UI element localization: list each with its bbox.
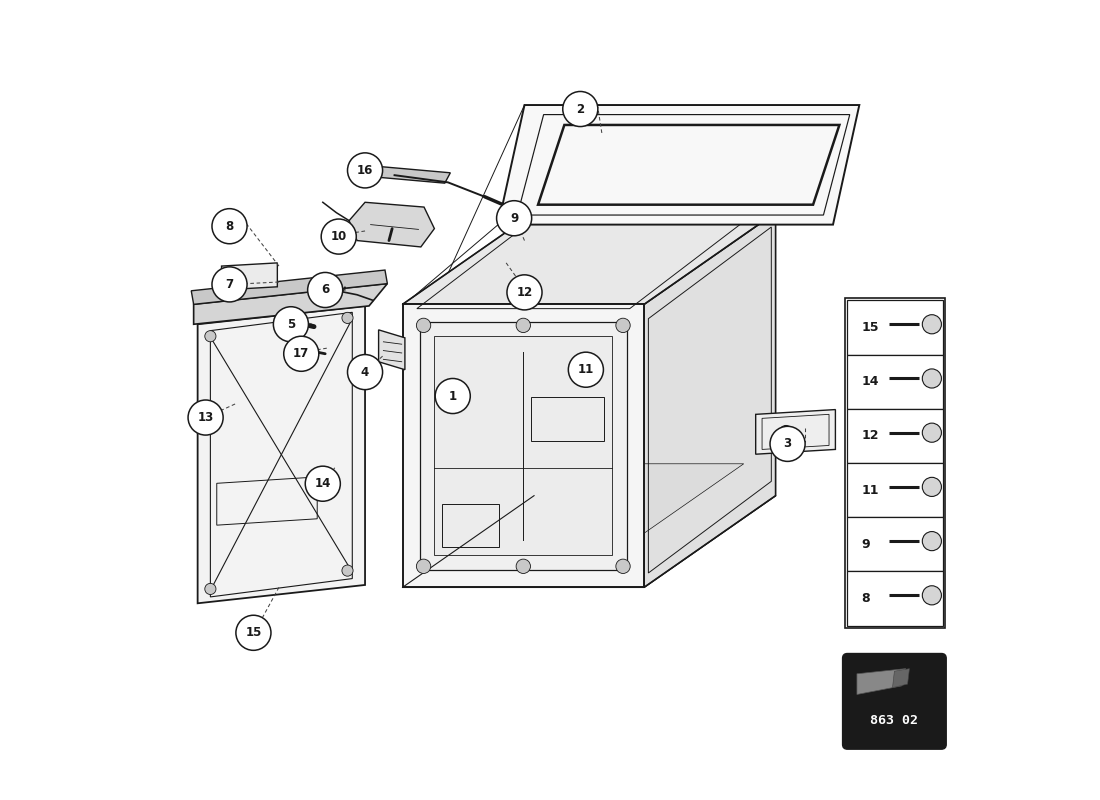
Circle shape <box>417 318 431 333</box>
Circle shape <box>922 423 942 442</box>
Text: 4: 4 <box>361 366 370 378</box>
Circle shape <box>507 275 542 310</box>
Text: 16: 16 <box>356 164 373 177</box>
Polygon shape <box>847 463 943 517</box>
Polygon shape <box>498 105 859 225</box>
Text: a passion for Alfa since 1985: a passion for Alfa since 1985 <box>481 442 715 534</box>
Polygon shape <box>434 464 744 555</box>
Circle shape <box>342 565 353 576</box>
Text: 15: 15 <box>861 321 879 334</box>
Text: 14: 14 <box>861 375 879 388</box>
Text: 5: 5 <box>287 318 295 330</box>
Text: 9: 9 <box>510 212 518 225</box>
Circle shape <box>299 342 314 356</box>
Text: 17: 17 <box>293 347 309 360</box>
Polygon shape <box>847 571 943 626</box>
Text: 8: 8 <box>226 220 233 233</box>
Circle shape <box>496 201 531 236</box>
Circle shape <box>212 267 248 302</box>
Polygon shape <box>420 322 627 570</box>
Polygon shape <box>194 284 387 324</box>
Circle shape <box>188 400 223 435</box>
Polygon shape <box>857 669 905 694</box>
Circle shape <box>321 219 356 254</box>
Text: 13: 13 <box>198 411 213 424</box>
Circle shape <box>516 559 530 574</box>
Circle shape <box>922 369 942 388</box>
Circle shape <box>274 306 308 342</box>
Text: 11: 11 <box>861 483 879 497</box>
Polygon shape <box>403 213 776 304</box>
Circle shape <box>348 354 383 390</box>
Polygon shape <box>354 165 450 183</box>
Polygon shape <box>847 300 943 354</box>
Text: 3: 3 <box>783 438 792 450</box>
Text: 11: 11 <box>578 363 594 376</box>
Text: 7: 7 <box>226 278 233 291</box>
Polygon shape <box>191 270 387 304</box>
Circle shape <box>516 318 530 333</box>
Circle shape <box>616 318 630 333</box>
Circle shape <box>348 153 383 188</box>
Polygon shape <box>378 330 405 370</box>
Polygon shape <box>434 336 613 555</box>
Polygon shape <box>892 669 910 687</box>
Circle shape <box>922 531 942 550</box>
Circle shape <box>417 559 431 574</box>
Text: 9: 9 <box>861 538 870 550</box>
Circle shape <box>922 478 942 497</box>
Text: 6: 6 <box>321 283 329 297</box>
Circle shape <box>922 586 942 605</box>
Text: 10: 10 <box>331 230 346 243</box>
Circle shape <box>284 336 319 371</box>
FancyBboxPatch shape <box>843 654 946 749</box>
Text: euroaàres: euroaàres <box>503 341 757 459</box>
Circle shape <box>212 209 248 244</box>
Text: 12: 12 <box>516 286 532 299</box>
Text: 14: 14 <box>315 478 331 490</box>
Polygon shape <box>198 306 365 603</box>
Circle shape <box>616 559 630 574</box>
Circle shape <box>205 330 216 342</box>
Circle shape <box>922 314 942 334</box>
Circle shape <box>205 583 216 594</box>
Text: 863 02: 863 02 <box>870 714 918 726</box>
Text: 2: 2 <box>576 102 584 115</box>
Polygon shape <box>535 213 776 221</box>
Polygon shape <box>221 263 277 290</box>
Circle shape <box>235 615 271 650</box>
Text: 8: 8 <box>861 592 870 605</box>
Circle shape <box>308 273 343 307</box>
Circle shape <box>563 91 597 126</box>
Circle shape <box>436 378 471 414</box>
Polygon shape <box>847 409 943 463</box>
Polygon shape <box>756 410 835 454</box>
Polygon shape <box>403 304 645 587</box>
Polygon shape <box>847 354 943 409</box>
Polygon shape <box>349 202 434 247</box>
Polygon shape <box>645 213 775 587</box>
Circle shape <box>569 352 604 387</box>
Circle shape <box>342 312 353 323</box>
Polygon shape <box>847 517 943 571</box>
Circle shape <box>306 466 340 502</box>
Text: 15: 15 <box>245 626 262 639</box>
Text: 12: 12 <box>861 430 879 442</box>
Polygon shape <box>403 496 776 587</box>
Text: 1: 1 <box>449 390 456 402</box>
Circle shape <box>770 426 805 462</box>
